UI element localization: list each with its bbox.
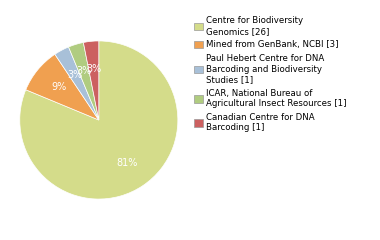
Text: 3%: 3% <box>76 66 92 76</box>
Wedge shape <box>55 47 99 120</box>
Wedge shape <box>68 42 99 120</box>
Text: 3%: 3% <box>67 70 82 80</box>
Text: 81%: 81% <box>117 158 138 168</box>
Wedge shape <box>20 41 178 199</box>
Text: 3%: 3% <box>86 64 101 74</box>
Wedge shape <box>26 54 99 120</box>
Text: 9%: 9% <box>51 82 67 92</box>
Legend: Centre for Biodiversity
Genomics [26], Mined from GenBank, NCBI [3], Paul Hebert: Centre for Biodiversity Genomics [26], M… <box>194 16 347 132</box>
Wedge shape <box>83 41 99 120</box>
